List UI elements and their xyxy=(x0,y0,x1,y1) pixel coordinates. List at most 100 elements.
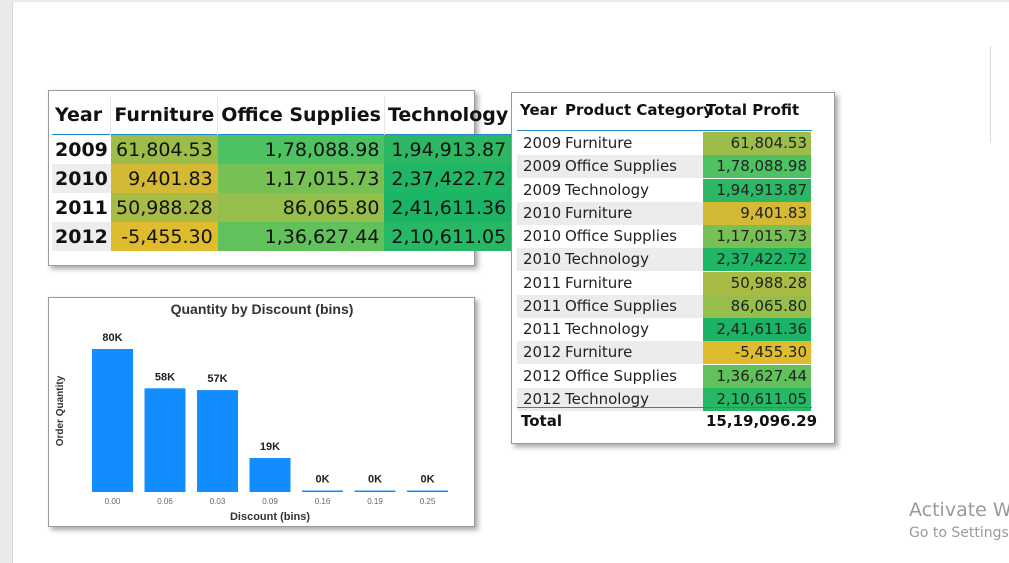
quantity-by-discount-chart[interactable]: Quantity by Discount (bins) Order Quanti… xyxy=(48,297,475,527)
bar[interactable] xyxy=(197,390,238,492)
detail-year: 2011 xyxy=(523,320,562,338)
x-tick-label: 0.16 xyxy=(315,497,331,506)
bar[interactable] xyxy=(249,458,291,492)
matrix-cell[interactable]: 2,41,611.36 xyxy=(384,193,512,222)
windows-activation-watermark: Activate Wi Go to Settings t xyxy=(909,499,1009,541)
matrix-cell[interactable]: 61,804.53 xyxy=(110,134,218,164)
matrix-cell[interactable]: 2,10,611.05 xyxy=(384,222,512,251)
detail-year: 2009 xyxy=(523,134,562,152)
detail-category: Technology xyxy=(565,180,650,199)
matrix-cell[interactable]: 1,36,627.44 xyxy=(217,222,385,251)
x-tick-label: 0.06 xyxy=(157,497,173,506)
detail-row[interactable]: 2010 Furniture 9,401.83 xyxy=(517,201,812,225)
matrix-cell[interactable]: 86,065.80 xyxy=(217,193,385,222)
detail-header-category[interactable]: Product Category xyxy=(565,101,714,119)
x-tick-label: 0.19 xyxy=(367,497,383,506)
detail-profit: 1,78,088.98 xyxy=(703,155,811,179)
detail-row[interactable]: 2012 Technology 2,10,611.05 xyxy=(517,387,812,411)
matrix-row-year[interactable]: 2009 xyxy=(55,138,108,161)
detail-category: Office Supplies xyxy=(565,157,678,176)
bar[interactable] xyxy=(354,490,396,493)
detail-profit: 2,41,611.36 xyxy=(703,318,811,341)
profit-detail-table[interactable]: Year Product Category Total Profit 2009 F… xyxy=(511,92,835,444)
detail-row[interactable]: 2011 Office Supplies 86,065.80 xyxy=(517,294,812,318)
matrix-header-row: Year Furniture Office Supplies Technolog… xyxy=(52,96,512,135)
total-label: Total xyxy=(521,412,562,430)
matrix-cell[interactable]: 1,78,088.98 xyxy=(217,134,385,164)
detail-row[interactable]: 2009 Furniture 61,804.53 xyxy=(517,132,812,155)
total-divider xyxy=(517,407,812,408)
detail-year: 2012 xyxy=(523,389,562,408)
detail-category: Office Supplies xyxy=(565,296,678,315)
bar[interactable] xyxy=(407,490,448,493)
detail-row[interactable]: 2010 Office Supplies 1,17,015.73 xyxy=(517,225,812,248)
detail-category: Technology xyxy=(565,250,650,269)
x-axis-title: Discount (bins) xyxy=(230,511,310,523)
matrix-header-technology[interactable]: Technology xyxy=(387,104,509,126)
bar-data-label: 57K xyxy=(207,373,227,385)
matrix-row: 2011 50,988.28 86,065.80 2,41,611.36 xyxy=(52,193,512,222)
bar-group: 80K 0.00 58K 0.06 57K 0.03 19K 0.09 0K 0.16 0K 0.19… xyxy=(92,332,448,506)
detail-row[interactable]: 2012 Furniture -5,455.30 xyxy=(517,341,812,365)
detail-year: 2009 xyxy=(523,157,562,176)
matrix-header-year[interactable]: Year xyxy=(52,96,112,135)
x-tick-label: 0.25 xyxy=(420,497,436,506)
matrix-header-furniture[interactable]: Furniture xyxy=(110,96,219,135)
report-canvas: Year Furniture Office Supplies Technolog… xyxy=(12,2,1009,563)
matrix-row-year[interactable]: 2010 xyxy=(52,164,111,193)
detail-row[interactable]: 2009 Technology 1,94,913.87 xyxy=(517,178,812,202)
bar[interactable] xyxy=(302,490,343,493)
matrix-row-year[interactable]: 2011 xyxy=(55,196,108,219)
bar[interactable] xyxy=(144,388,186,492)
profit-matrix[interactable]: Year Furniture Office Supplies Technolog… xyxy=(48,90,512,266)
detail-header-profit[interactable]: Total Profit xyxy=(706,101,800,119)
bar-data-label: 0K xyxy=(368,474,382,486)
detail-profit: 50,988.28 xyxy=(703,271,811,295)
matrix-cell[interactable]: 1,94,913.87 xyxy=(384,134,512,164)
total-value: 15,19,096.29 xyxy=(706,412,818,430)
detail-year: 2012 xyxy=(523,366,562,385)
detail-profit: 1,36,627.44 xyxy=(703,364,811,388)
detail-year: 2010 xyxy=(523,250,562,269)
matrix-row-year[interactable]: 2012 xyxy=(52,222,111,251)
detail-row[interactable]: 2011 Furniture 50,988.28 xyxy=(517,271,812,295)
matrix-table: Year Furniture Office Supplies Technolog… xyxy=(52,96,512,251)
matrix-cell[interactable]: 9,401.83 xyxy=(110,164,218,193)
detail-row[interactable]: 2009 Office Supplies 1,78,088.98 xyxy=(517,155,812,179)
detail-row[interactable]: 2010 Technology 2,37,422.72 xyxy=(517,248,812,272)
activate-line-2: Go to Settings t xyxy=(909,525,1009,541)
matrix-cell[interactable]: 1,17,015.73 xyxy=(217,164,385,193)
matrix-row: 2012 -5,455.30 1,36,627.44 2,10,611.05 xyxy=(52,222,512,251)
bar-data-label: 0K xyxy=(315,474,329,486)
detail-header-year[interactable]: Year xyxy=(520,101,558,119)
header-divider xyxy=(517,130,812,131)
detail-year: 2011 xyxy=(523,296,562,315)
detail-category: Office Supplies xyxy=(565,366,678,385)
detail-year: 2009 xyxy=(523,180,562,199)
detail-year: 2010 xyxy=(523,227,562,245)
bar[interactable] xyxy=(92,349,133,492)
activate-line-1: Activate Wi xyxy=(909,499,1009,521)
detail-profit: 9,401.83 xyxy=(703,201,811,225)
detail-year: 2012 xyxy=(523,343,562,362)
detail-profit: 86,065.80 xyxy=(703,294,811,318)
x-tick-label: 0.03 xyxy=(210,497,226,506)
detail-year: 2011 xyxy=(523,273,562,292)
y-axis-title: Order Quantity xyxy=(55,375,66,446)
detail-profit: -5,455.30 xyxy=(703,341,811,365)
matrix-cell[interactable]: 50,988.28 xyxy=(110,193,218,222)
matrix-cell[interactable]: 2,37,422.72 xyxy=(384,164,512,193)
detail-row[interactable]: 2012 Office Supplies 1,36,627.44 xyxy=(517,364,812,388)
detail-category: Furniture xyxy=(565,273,633,292)
detail-year: 2010 xyxy=(523,203,562,222)
detail-profit: 61,804.53 xyxy=(703,132,811,155)
matrix-header-office-supplies[interactable]: Office Supplies xyxy=(217,96,385,135)
detail-category: Office Supplies xyxy=(565,227,678,245)
bar-data-label: 0K xyxy=(420,474,434,486)
chart-title: Quantity by Discount (bins) xyxy=(171,301,354,317)
detail-row[interactable]: 2011 Technology 2,41,611.36 xyxy=(517,318,812,341)
detail-category: Furniture xyxy=(565,343,633,362)
bar-data-label: 58K xyxy=(155,371,175,383)
detail-category: Furniture xyxy=(565,203,633,222)
matrix-cell[interactable]: -5,455.30 xyxy=(110,222,218,251)
